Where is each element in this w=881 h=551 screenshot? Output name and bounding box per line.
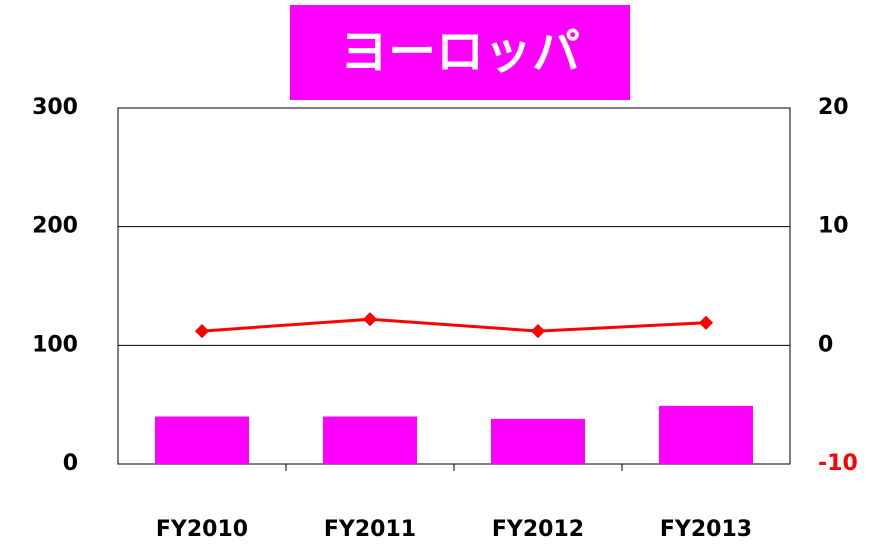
marker: [362, 312, 378, 327]
line: [201, 317, 707, 333]
y2-tick-label: 10: [818, 214, 849, 239]
bar: [323, 416, 417, 464]
y2-tick-label: -10: [818, 451, 858, 476]
x-tick-label: FY2010: [156, 517, 248, 542]
bar: [491, 418, 585, 464]
bar: [155, 416, 249, 464]
title-background: [290, 5, 630, 100]
marker: [698, 315, 714, 330]
y2-tick-label: 20: [818, 95, 849, 120]
y-tick-label: 300: [32, 95, 78, 120]
x-tick-label: FY2013: [660, 517, 752, 542]
marker: [194, 324, 210, 339]
y-tick-label: 200: [32, 214, 78, 239]
bar: [659, 405, 753, 464]
chart-title: ヨーロッパ: [340, 24, 580, 80]
marker: [530, 324, 546, 339]
y-tick-label: 0: [63, 451, 78, 476]
x-tick-label: FY2011: [324, 517, 416, 542]
y2-tick-label: 0: [818, 332, 833, 357]
y-tick-label: 100: [32, 332, 78, 357]
x-tick-label: FY2012: [492, 517, 584, 542]
